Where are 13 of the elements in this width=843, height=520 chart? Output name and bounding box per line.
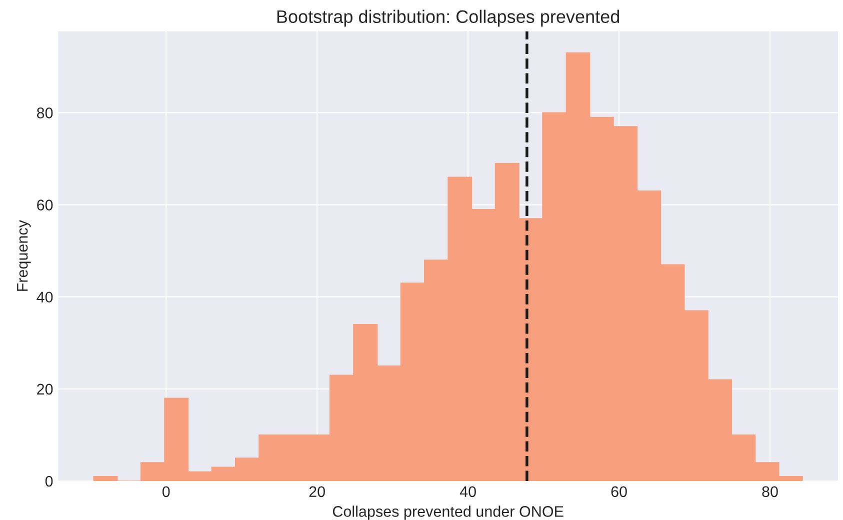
x-tick-label: 60 [611, 486, 627, 498]
y-tick-label: 40 [36, 292, 53, 303]
x-tick-label: 40 [460, 486, 476, 498]
y-axis-title: Frequency [17, 220, 31, 291]
x-axis-title: Collapses prevented under ONOE [332, 506, 564, 520]
x-tick-label: 80 [762, 486, 778, 498]
y-tick-label: 60 [37, 200, 53, 210]
y-tick-label: 20 [37, 384, 53, 395]
x-tick-label: 0 [162, 486, 170, 498]
x-tick-label: 20 [309, 486, 325, 498]
y-tick-label: 0 [45, 476, 53, 487]
y-tick-label: 80 [36, 108, 53, 118]
chart-title: Bootstrap distribution: Collapses prevented [277, 10, 620, 27]
